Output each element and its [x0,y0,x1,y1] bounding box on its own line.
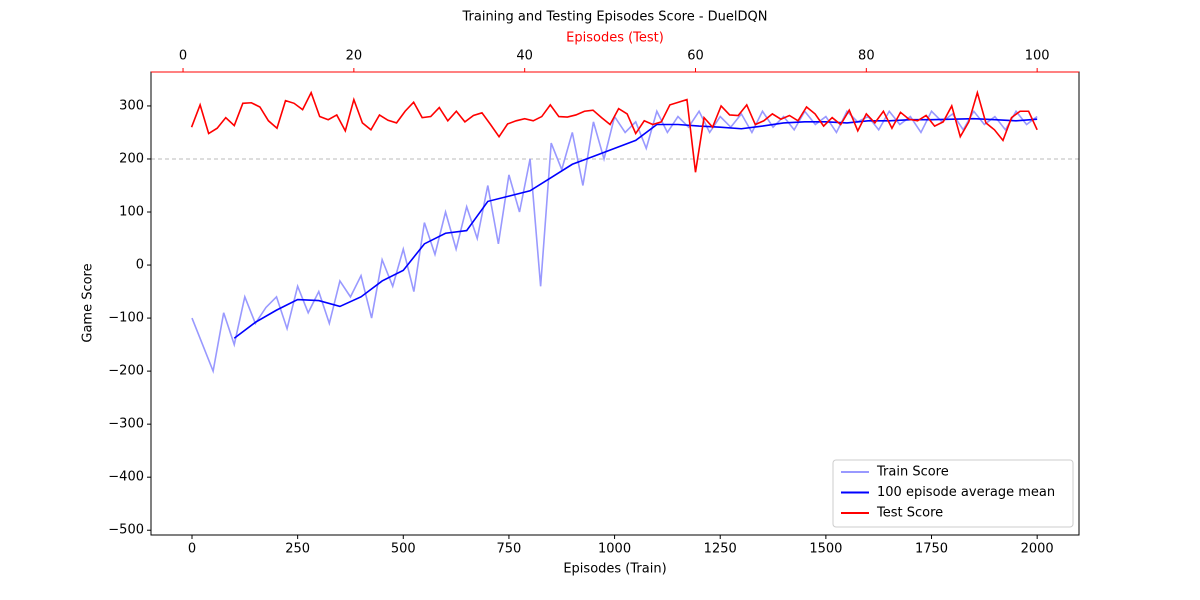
x-tick-label: 0 [188,542,196,557]
y-tick-label: −100 [108,311,144,326]
legend-label: Train Score [876,465,949,480]
x2-tick-label: 60 [687,49,704,64]
x2-tick-label: 40 [516,49,533,64]
legend-label: Test Score [876,506,943,521]
series-line [233,117,1038,339]
x-axis-label: Episodes (Train) [563,562,666,577]
y-axis-label: Game Score [81,263,96,342]
y-tick-label: −400 [108,470,144,485]
x2-tick-label: 0 [179,49,187,64]
x-tick-label: 500 [391,542,416,557]
x-tick-label: 1750 [915,542,948,557]
series-line [190,89,1038,173]
x2-tick-label: 80 [858,49,875,64]
legend-label: 100 episode average mean [877,485,1055,500]
chart-title: Training and Testing Episodes Score - Du… [461,10,767,25]
y-tick-label: −200 [108,364,144,379]
x2-tick-label: 100 [1025,49,1050,64]
x-tick-label: 1250 [704,542,737,557]
x2-axis-label: Episodes (Test) [566,31,664,46]
y-tick-label: 200 [119,151,144,166]
x-tick-label: 2000 [1021,542,1054,557]
y-tick-label: 300 [119,98,144,113]
y-tick-label: −300 [108,417,144,432]
x-tick-label: 1500 [809,542,842,557]
series-line [191,109,1038,375]
y-tick-label: −500 [108,523,144,538]
y-tick-label: 0 [136,258,144,273]
x-tick-label: 1000 [598,542,631,557]
legend-box [832,459,1074,528]
x-tick-label: 750 [497,542,522,557]
x2-tick-label: 20 [346,49,363,64]
y-tick-label: 100 [119,205,144,220]
x-tick-label: 250 [285,542,310,557]
